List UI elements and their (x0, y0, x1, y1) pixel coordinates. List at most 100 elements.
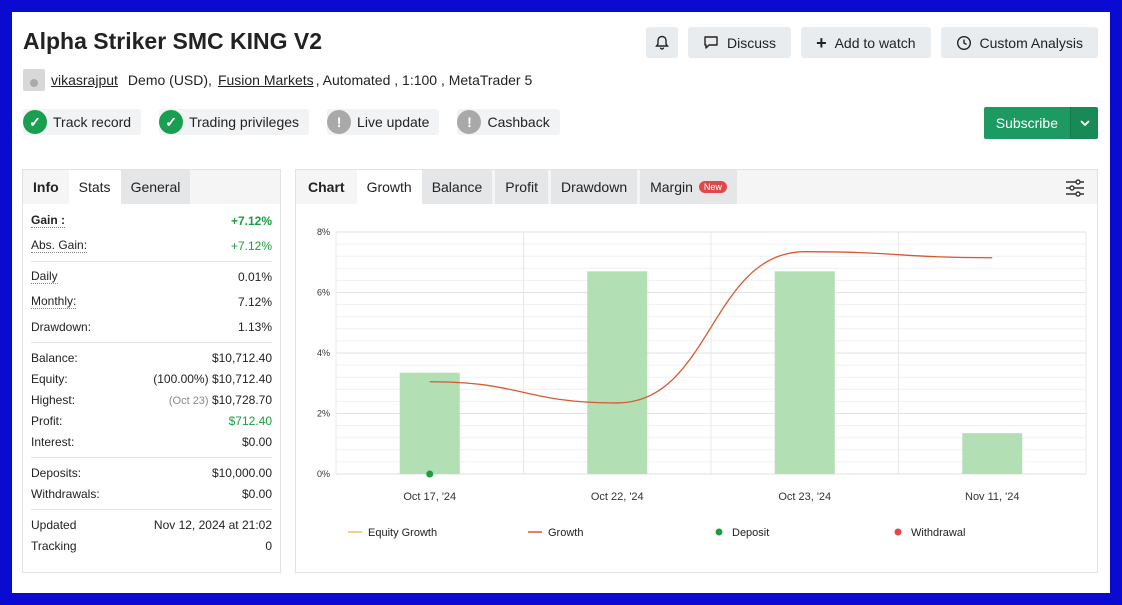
tab-margin-label: Margin (650, 179, 693, 195)
tab-general[interactable]: General (120, 170, 191, 204)
top-actions: Discuss + Add to watch Custom Analysis (646, 27, 1098, 58)
custom-analysis-button[interactable]: Custom Analysis (940, 27, 1098, 58)
badge-label: Cashback (487, 114, 550, 130)
stat-balance: Balance: $10,712.40 (31, 347, 272, 368)
x-tick-label: Oct 22, '24 (591, 491, 644, 503)
stat-value: 7.12% (237, 294, 272, 309)
y-tick-label: 4% (317, 348, 330, 358)
x-tick-label: Oct 23, '24 (778, 491, 831, 503)
author-link[interactable]: vikasrajput (51, 72, 118, 88)
subscribe-group: Subscribe (983, 107, 1098, 139)
clock-icon (956, 35, 971, 50)
divider (31, 457, 272, 458)
stat-label: Interest: (31, 434, 75, 449)
check-icon: ✓ (23, 110, 47, 134)
stat-interest: Interest: $0.00 (31, 431, 272, 452)
add-to-watch-label: Add to watch (834, 34, 916, 51)
stats-tabs: Info Stats General (23, 170, 280, 204)
badge-track-record[interactable]: ✓ Track record (23, 109, 142, 135)
badge-label: Trading privileges (189, 114, 300, 130)
stat-label: Drawdown: (31, 319, 92, 334)
stat-label: Profit: (31, 413, 63, 428)
chart-tabs: Chart Growth Balance Profit Drawdown Mar… (296, 170, 1097, 204)
badge-label: Live update (357, 114, 430, 130)
stat-label[interactable]: Monthly: (31, 293, 77, 309)
tab-margin[interactable]: Margin New (640, 170, 737, 204)
stat-label: Tracking (31, 538, 77, 553)
y-tick-label: 0% (317, 469, 330, 479)
filter-settings-icon[interactable] (1065, 179, 1085, 197)
new-badge: New (698, 181, 727, 193)
subscribe-button[interactable]: Subscribe (983, 107, 1070, 139)
account-details: , Automated , 1:100 , MetaTrader 5 (315, 72, 533, 88)
stat-label[interactable]: Abs. Gain: (31, 237, 88, 253)
tab-drawdown[interactable]: Drawdown (550, 170, 638, 204)
stat-value: $712.40 (228, 413, 272, 428)
exclamation-icon: ! (327, 110, 352, 134)
stat-profit: Profit: $712.40 (31, 410, 272, 431)
bar (587, 271, 648, 474)
broker-link[interactable]: Fusion Markets (217, 72, 314, 88)
divider (31, 509, 272, 510)
legend-label: Deposit (732, 527, 769, 539)
stat-gain: Gain : +7.12% (31, 210, 272, 231)
subscribe-dropdown-button[interactable] (1070, 107, 1098, 139)
plus-icon: + (816, 32, 827, 53)
system-meta: vikasrajput Demo (USD), Fusion Markets ,… (23, 69, 532, 91)
check-icon: ✓ (159, 110, 184, 134)
badge-live-update[interactable]: ! Live update (327, 109, 440, 135)
tab-profit[interactable]: Profit (495, 170, 548, 204)
stats-list: Gain : +7.12% Abs. Gain: +7.12% Daily 0.… (23, 204, 280, 556)
chart-panel: Chart Growth Balance Profit Drawdown Mar… (295, 169, 1098, 573)
x-tick-label: Nov 11, '24 (965, 491, 1019, 503)
legend-swatch (894, 528, 902, 536)
account-type: Demo (USD), (127, 72, 212, 88)
stat-drawdown: Drawdown: 1.13% (31, 316, 272, 337)
y-tick-label: 8% (317, 227, 330, 237)
legend-label: Equity Growth (368, 527, 437, 539)
divider (31, 342, 272, 343)
stat-highest: Highest: (Oct 23) $10,728.70 (31, 389, 272, 410)
stat-value: +7.12% (230, 213, 272, 228)
equity-percent: (100.00%) (153, 371, 209, 386)
badge-trading-privileges[interactable]: ✓ Trading privileges (159, 109, 310, 135)
stat-equity: Equity: (100.00%) $10,712.40 (31, 368, 272, 389)
bar (962, 433, 1023, 474)
add-to-watch-button[interactable]: + Add to watch (801, 27, 931, 58)
stat-value: $10,712.40 (211, 350, 272, 365)
discuss-button[interactable]: Discuss (688, 27, 792, 58)
avatar (23, 69, 45, 91)
status-badges: ✓ Track record ✓ Trading privileges ! Li… (23, 109, 560, 135)
stat-value: 0.01% (237, 269, 272, 284)
y-tick-label: 2% (317, 409, 330, 419)
stat-daily: Daily 0.01% (31, 266, 272, 287)
page-frame: Alpha Striker SMC KING V2 Discuss + Add … (12, 12, 1110, 593)
deposit-point (426, 470, 434, 478)
stat-label: Equity: (31, 371, 68, 386)
bar (774, 271, 835, 474)
stat-label[interactable]: Gain : (31, 212, 66, 228)
tab-balance[interactable]: Balance (421, 170, 493, 204)
tab-growth[interactable]: Growth (356, 170, 422, 204)
stat-label[interactable]: Daily (31, 268, 58, 284)
tab-chart[interactable]: Chart (296, 170, 357, 204)
stat-label: Highest: (31, 392, 76, 407)
bar (399, 372, 460, 474)
badge-cashback[interactable]: ! Cashback (457, 109, 560, 135)
stat-deposits: Deposits: $10,000.00 (31, 462, 272, 483)
tab-stats[interactable]: Stats (68, 170, 121, 204)
stats-panel: Info Stats General Gain : +7.12% Abs. Ga… (22, 169, 281, 573)
page-title: Alpha Striker SMC KING V2 (23, 28, 323, 54)
comment-icon (704, 36, 718, 49)
stat-value: $0.00 (241, 486, 272, 501)
tab-info[interactable]: Info (23, 170, 69, 204)
stat-value: 1.13% (237, 319, 272, 334)
stat-monthly: Monthly: 7.12% (31, 291, 272, 312)
divider (31, 261, 272, 262)
stat-updated: Updated Nov 12, 2024 at 21:02 (31, 514, 272, 535)
y-tick-label: 6% (317, 288, 330, 298)
notify-button[interactable] (646, 27, 679, 58)
stat-value: +7.12% (230, 238, 272, 253)
stat-value: $10,712.40 (211, 371, 272, 386)
x-tick-label: Oct 17, '24 (403, 491, 456, 503)
